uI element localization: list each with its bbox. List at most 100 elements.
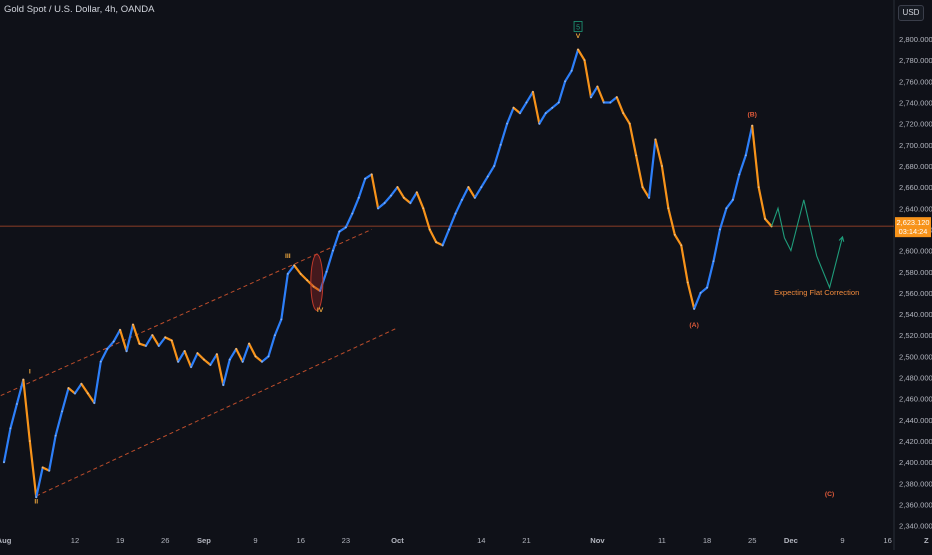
price-segment xyxy=(544,106,554,115)
price-segment xyxy=(673,233,683,247)
wave-label: II xyxy=(34,498,38,505)
price-point xyxy=(157,344,160,347)
price-point xyxy=(654,138,657,141)
price-segment xyxy=(712,228,722,263)
price-segment xyxy=(157,336,167,347)
price-segment xyxy=(415,191,425,210)
price-point xyxy=(338,230,341,233)
price-point xyxy=(467,186,470,189)
price-segment xyxy=(660,164,670,210)
price-point xyxy=(228,358,231,361)
y-tick-label: 2,380.000 xyxy=(899,479,932,488)
price-point xyxy=(493,165,496,167)
currency-button[interactable]: USD xyxy=(898,5,924,21)
price-segment xyxy=(48,434,57,472)
price-point xyxy=(364,177,367,180)
price-point xyxy=(680,244,683,247)
price-segment xyxy=(222,358,231,387)
price-point xyxy=(744,154,747,157)
price-point xyxy=(106,348,109,350)
wave-label: IV xyxy=(317,307,324,314)
y-tick-label: 2,720.000 xyxy=(899,120,932,129)
price-segment xyxy=(389,186,399,197)
price-segment xyxy=(480,175,489,189)
price-point xyxy=(706,286,708,289)
price-point xyxy=(132,323,134,326)
price-point xyxy=(725,207,728,210)
price-segment xyxy=(202,358,212,366)
price-segment xyxy=(628,122,638,157)
price-segment xyxy=(118,328,128,353)
price-segment xyxy=(428,228,438,244)
price-point xyxy=(731,198,734,201)
price-point xyxy=(686,281,689,284)
y-tick-label: 2,660.000 xyxy=(899,183,932,192)
price-segment xyxy=(634,154,644,189)
wave-iv-ellipse xyxy=(310,253,324,311)
price-segment xyxy=(531,90,541,125)
price-point xyxy=(602,101,605,104)
price-segment xyxy=(164,336,173,342)
price-point xyxy=(538,122,541,125)
price-segment xyxy=(196,352,206,361)
price-segment xyxy=(564,69,573,83)
price-segment xyxy=(570,48,580,72)
y-tick-label: 2,560.000 xyxy=(899,289,932,298)
price-point xyxy=(506,122,508,125)
price-point xyxy=(145,344,147,347)
price-segment xyxy=(441,228,451,247)
price-segment xyxy=(312,285,322,292)
price-segment xyxy=(454,198,464,215)
price-segment xyxy=(293,264,302,275)
price-segment xyxy=(557,80,567,104)
price-point xyxy=(112,340,115,343)
price-segment xyxy=(654,138,664,168)
price-point xyxy=(177,360,180,363)
price-point xyxy=(248,342,251,345)
price-segment xyxy=(280,272,289,321)
price-point xyxy=(274,334,276,337)
price-point xyxy=(525,101,528,104)
price-point xyxy=(673,233,676,236)
price-segment xyxy=(35,466,44,499)
price-segment xyxy=(209,353,218,366)
price-point xyxy=(499,143,502,146)
current-price-tag xyxy=(895,217,931,238)
price-point xyxy=(138,342,141,345)
price-segment xyxy=(151,334,160,347)
price-point xyxy=(22,378,25,381)
price-segment xyxy=(228,347,238,361)
price-segment xyxy=(680,244,689,284)
forecast-arrowhead xyxy=(838,235,845,242)
y-tick-label: 2,460.000 xyxy=(899,395,932,404)
price-point xyxy=(383,202,386,204)
price-point xyxy=(473,196,476,199)
price-segment xyxy=(615,96,625,115)
x-tick-label: Sep xyxy=(197,536,211,545)
price-segment xyxy=(344,212,354,229)
price-point xyxy=(151,334,154,337)
price-point xyxy=(641,186,644,189)
price-point xyxy=(3,461,5,464)
channel-line xyxy=(36,327,398,497)
x-tick-label: 21 xyxy=(522,536,530,545)
price-point xyxy=(661,165,663,167)
price-segment xyxy=(383,194,393,205)
x-tick-label: Aug xyxy=(0,536,12,545)
current-price-label: 2,623.120 xyxy=(897,218,930,227)
price-point xyxy=(54,434,57,437)
price-segment xyxy=(60,387,70,413)
price-point xyxy=(280,318,283,321)
price-point xyxy=(583,59,586,62)
price-segment xyxy=(402,196,412,205)
price-segment xyxy=(241,342,251,363)
price-point xyxy=(609,101,612,104)
price-segment xyxy=(131,323,141,345)
price-segment xyxy=(351,196,360,215)
price-point xyxy=(635,154,637,157)
x-tick-label: 25 xyxy=(748,536,756,545)
price-segment xyxy=(589,85,599,99)
